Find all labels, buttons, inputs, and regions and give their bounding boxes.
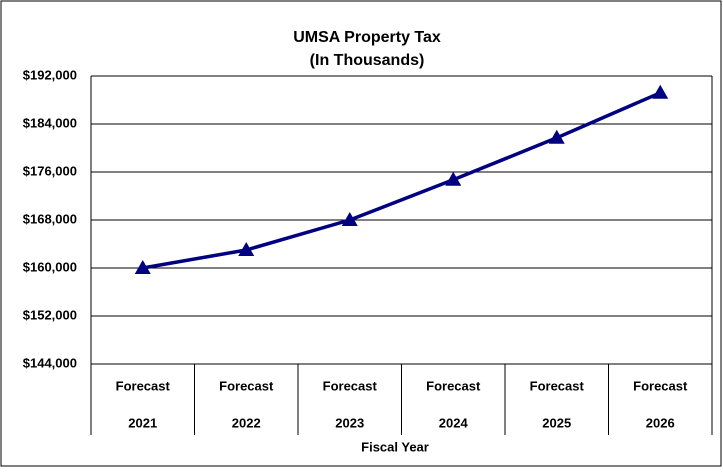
x-tick-label: Forecast	[633, 378, 688, 393]
series-line	[142, 91, 661, 270]
chart-subtitle: (In Thousands)	[310, 52, 425, 69]
x-axis-label: Fiscal Year	[361, 439, 429, 454]
x-tick-label: 2023	[335, 415, 364, 430]
x-tick-label: 2025	[542, 415, 571, 430]
data-point	[445, 171, 462, 186]
x-tick-label: 2021	[128, 415, 157, 430]
chart-title: UMSA Property Tax	[293, 29, 441, 46]
data-point	[341, 212, 358, 226]
data-point	[238, 242, 255, 256]
y-tick-label: $176,000	[23, 163, 77, 178]
x-tick-label: 2026	[646, 415, 675, 430]
y-tick-label: $152,000	[23, 307, 77, 322]
y-tick-label: $160,000	[23, 259, 77, 274]
data-point	[652, 84, 669, 99]
x-tick-label: Forecast	[219, 378, 274, 393]
x-tick-label: Forecast	[116, 378, 171, 393]
y-tick-label: $184,000	[23, 115, 77, 130]
y-tick-label: $168,000	[23, 211, 77, 226]
data-point	[548, 129, 565, 144]
y-tick-label: $192,000	[23, 67, 77, 82]
x-tick-label: Forecast	[323, 378, 378, 393]
data-point	[134, 260, 151, 274]
x-tick-label: 2022	[232, 415, 261, 430]
x-tick-label: 2024	[439, 415, 469, 430]
x-tick-label: Forecast	[530, 378, 585, 393]
y-tick-label: $144,000	[23, 355, 77, 370]
x-tick-label: Forecast	[426, 378, 481, 393]
